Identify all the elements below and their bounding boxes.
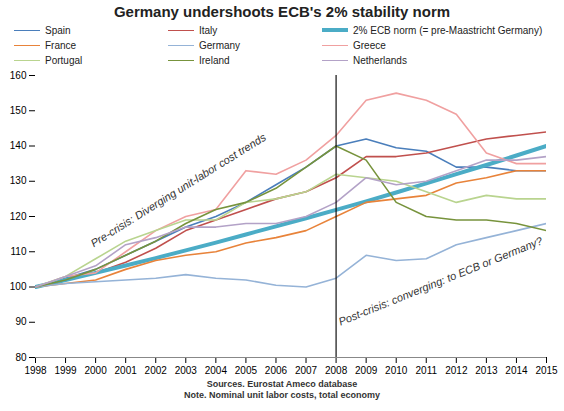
svg-text:160: 160 (10, 70, 27, 81)
svg-text:2006: 2006 (265, 365, 288, 376)
svg-text:120: 120 (10, 211, 27, 222)
svg-text:130: 130 (10, 175, 27, 186)
html-text:Spain: Spain (45, 24, 71, 36)
svg-text:2008: 2008 (325, 365, 348, 376)
html-text:Portugal: Portugal (45, 54, 83, 66)
svg-text:2004: 2004 (205, 365, 228, 376)
svg-text:2014: 2014 (505, 365, 528, 376)
svg-text:1999: 1999 (54, 365, 77, 376)
svg-text:2001: 2001 (115, 365, 138, 376)
svg-text:140: 140 (10, 140, 27, 151)
svg-text:2002: 2002 (145, 365, 168, 376)
svg-text:2010: 2010 (385, 365, 408, 376)
svg-text:2012: 2012 (445, 365, 468, 376)
html-text:France: France (45, 39, 77, 51)
svg-text:2000: 2000 (84, 365, 107, 376)
html-text:2% ECB norm (= pre-Maastricht: 2% ECB norm (= pre-Maastricht Germany) (353, 24, 543, 36)
svg-text:2009: 2009 (355, 365, 378, 376)
html-text:Pre-crisis: Diverging unit-lab: Pre-crisis: Diverging unit-labor cost tr… (88, 130, 268, 250)
html-text:Post-crisis: converging: to EC: Post-crisis: converging: to ECB or Germa… (336, 234, 544, 328)
svg-text:2003: 2003 (175, 365, 198, 376)
svg-text:110: 110 (11, 246, 27, 257)
html-text:Germany: Germany (199, 39, 241, 51)
svg-text:80: 80 (15, 352, 27, 363)
svg-text:1998: 1998 (24, 365, 47, 376)
html-text:Greece: Greece (353, 39, 386, 51)
svg-text:2007: 2007 (295, 365, 318, 376)
svg-text:90: 90 (15, 316, 27, 327)
html-text:Ireland: Ireland (199, 54, 230, 66)
html-text:Note. Nominal unit labor costs: Note. Nominal unit labor costs, total ec… (184, 390, 380, 400)
html-text:Germany undershoots ECB's 2% s: Germany undershoots ECB's 2% stability n… (113, 3, 451, 20)
html-text:Sources. Eurostat Ameco databa: Sources. Eurostat Ameco database (206, 379, 358, 389)
svg-text:2015: 2015 (535, 365, 558, 376)
svg-text:2011: 2011 (416, 365, 438, 376)
html-text:Netherlands: Netherlands (353, 54, 407, 66)
svg-text:2005: 2005 (235, 365, 258, 376)
html-text:Italy: Italy (199, 24, 218, 36)
svg-text:2013: 2013 (475, 365, 498, 376)
svg-text:150: 150 (10, 105, 27, 116)
svg-text:100: 100 (10, 281, 27, 292)
